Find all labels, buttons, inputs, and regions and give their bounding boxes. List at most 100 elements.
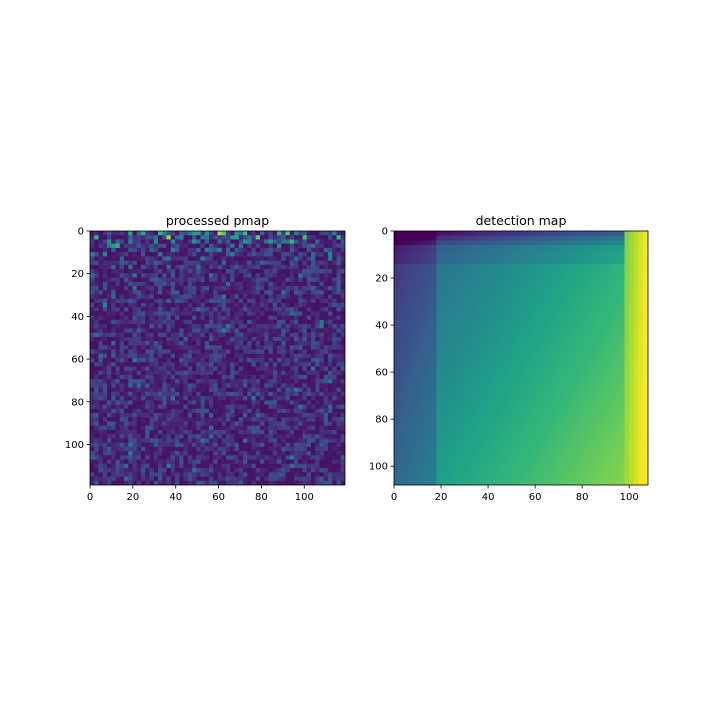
heatmap-cell xyxy=(141,404,146,410)
heatmap-cell xyxy=(643,249,648,255)
heatmap-cell xyxy=(226,468,231,473)
heatmap-cell xyxy=(90,311,95,317)
heatmap-cell xyxy=(179,472,184,477)
heatmap-cell xyxy=(600,343,607,349)
heatmap-cell xyxy=(568,320,574,326)
heatmap-cell xyxy=(285,429,291,435)
heatmap-cell xyxy=(204,353,210,359)
heatmap-cell xyxy=(285,446,291,452)
heatmap-cell xyxy=(230,459,235,465)
heatmap-cell xyxy=(272,324,278,329)
heatmap-cell xyxy=(281,408,286,414)
heatmap-cell xyxy=(238,446,244,452)
heatmap-cell xyxy=(119,324,125,329)
heatmap-cell xyxy=(175,400,180,405)
heatmap-cell xyxy=(162,302,167,308)
heatmap-cell xyxy=(153,468,159,473)
heatmap-cell xyxy=(340,328,345,333)
heatmap-cell xyxy=(226,358,231,363)
heatmap-cell xyxy=(502,240,508,246)
heatmap-cell xyxy=(145,302,150,308)
heatmap-cell xyxy=(521,325,527,331)
heatmap-cell xyxy=(294,391,299,397)
heatmap-cell xyxy=(153,391,159,397)
heatmap-cell xyxy=(243,286,248,291)
heatmap-cell xyxy=(302,480,308,485)
heatmap-cell xyxy=(478,310,484,317)
heatmap-cell xyxy=(319,341,325,346)
heatmap-cell xyxy=(226,269,231,274)
heatmap-cell xyxy=(272,400,278,405)
heatmap-cell xyxy=(200,425,206,431)
heatmap-cell xyxy=(149,231,155,236)
heatmap-cell xyxy=(426,249,433,255)
heatmap-cell xyxy=(243,476,248,482)
heatmap-cell xyxy=(187,332,193,338)
heatmap-cell xyxy=(629,235,635,241)
heatmap-cell xyxy=(272,468,278,473)
heatmap-cell xyxy=(94,366,99,372)
heatmap-cell xyxy=(572,343,578,349)
heatmap-cell xyxy=(153,421,159,427)
heatmap-cell xyxy=(619,268,625,274)
heatmap-cell xyxy=(247,370,252,376)
heatmap-cell xyxy=(281,247,286,253)
heatmap-cell xyxy=(582,231,588,237)
heatmap-cell xyxy=(102,404,108,410)
heatmap-cell xyxy=(192,358,197,363)
heatmap-cell xyxy=(90,472,95,477)
heatmap-cell xyxy=(294,269,299,274)
heatmap-cell xyxy=(311,264,316,270)
heatmap-cell xyxy=(311,413,316,418)
heatmap-cell xyxy=(600,259,607,265)
heatmap-cell xyxy=(521,254,527,260)
heatmap-cell xyxy=(535,325,541,331)
heatmap-cell xyxy=(302,391,308,397)
heatmap-cell xyxy=(141,239,146,245)
heatmap-cell xyxy=(605,296,611,302)
heatmap-cell xyxy=(289,252,295,257)
heatmap-cell xyxy=(549,278,555,284)
heatmap-cell xyxy=(128,290,133,295)
heatmap-cell xyxy=(107,358,112,363)
heatmap-cell xyxy=(506,334,512,340)
heatmap-cell xyxy=(183,239,189,245)
heatmap-cell xyxy=(107,324,112,329)
heatmap-cell xyxy=(217,374,223,380)
heatmap-cell xyxy=(268,231,274,236)
heatmap-cell xyxy=(141,319,146,325)
heatmap-cell xyxy=(170,324,176,329)
heatmap-cell xyxy=(277,413,282,418)
heatmap-cell xyxy=(166,463,172,469)
heatmap-cell xyxy=(311,302,316,308)
heatmap-cell xyxy=(610,339,616,345)
heatmap-cell xyxy=(196,463,201,469)
heatmap-cell xyxy=(315,455,320,460)
heatmap-cell xyxy=(162,294,167,300)
heatmap-cell xyxy=(187,324,193,329)
heatmap-cell xyxy=(115,459,121,465)
heatmap-cell xyxy=(586,296,592,302)
heatmap-cell xyxy=(315,315,320,321)
heatmap-cell xyxy=(394,231,400,237)
heatmap-cell xyxy=(336,328,342,333)
heatmap-cell xyxy=(558,310,564,317)
heatmap-cell xyxy=(107,311,112,317)
heatmap-cell xyxy=(497,343,503,349)
heatmap-cell xyxy=(115,391,121,397)
heatmap-cell xyxy=(521,282,527,288)
heatmap-cell xyxy=(294,332,299,338)
heatmap-cell xyxy=(315,417,320,422)
heatmap-cell xyxy=(502,278,508,284)
heatmap-cell xyxy=(323,429,329,435)
heatmap-cell xyxy=(119,294,125,300)
heatmap-cell xyxy=(643,287,648,293)
heatmap-cell xyxy=(234,353,240,359)
heatmap-cell xyxy=(306,277,312,283)
heatmap-cell xyxy=(431,259,437,265)
heatmap-cell xyxy=(162,451,167,456)
heatmap-cell xyxy=(204,463,210,469)
heatmap-cell xyxy=(107,302,112,308)
heatmap-cell xyxy=(94,294,99,300)
heatmap-cell xyxy=(563,240,569,246)
